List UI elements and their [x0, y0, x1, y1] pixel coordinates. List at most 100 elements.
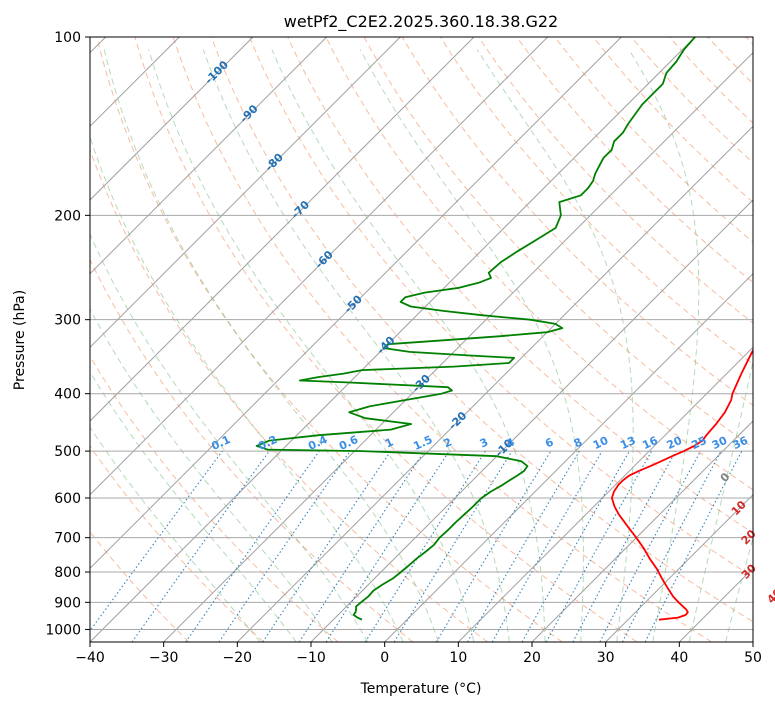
isotherm	[752, 641, 753, 642]
moist-adiabat-label: 20	[739, 527, 759, 547]
dry-adiabat	[745, 37, 753, 45]
x-tick-label: 30	[597, 650, 615, 666]
mixing-ratio-line	[435, 450, 552, 642]
x-tick-label: −10	[296, 650, 326, 666]
mixing-ratio-label: 6	[543, 435, 556, 450]
mixing-ratio-label: 0.6	[337, 433, 360, 453]
temperature-trace	[611, 348, 753, 621]
dry-adiabat	[90, 355, 339, 642]
isotherm	[90, 37, 401, 349]
moist-adiabat	[103, 49, 439, 642]
mixing-ratio-line	[218, 450, 351, 642]
x-tick-label: 20	[523, 650, 541, 666]
mixing-ratio-label: 36	[731, 434, 751, 452]
x-tick-label: 10	[449, 650, 467, 666]
chart-title: wetPf2_C2E2.2025.360.18.38.G22	[284, 12, 558, 32]
dry-adiabat	[669, 37, 753, 124]
mixing-ratio-line	[262, 450, 392, 642]
isotherm	[90, 37, 549, 496]
y-tick-label: 500	[54, 444, 81, 460]
isotherm	[310, 199, 753, 642]
mixing-ratio-line	[90, 450, 223, 632]
dry-adiabat	[90, 445, 264, 642]
isotherm	[384, 272, 753, 642]
dry-adiabat	[554, 37, 753, 243]
moist-adiabat	[476, 49, 634, 642]
y-tick-label: 100	[54, 30, 81, 46]
dry-adiabat	[401, 37, 753, 406]
x-tick-label: −30	[149, 650, 179, 666]
dry-adiabat	[90, 258, 414, 642]
dry-adiabat	[478, 37, 753, 324]
mixing-ratio-label: 25	[689, 434, 708, 452]
mixing-ratio-line	[572, 450, 677, 642]
moist-adiabat-label: 0	[718, 470, 733, 485]
y-axis-label: Pressure (hPa)	[12, 290, 28, 390]
dry-adiabat	[439, 37, 753, 365]
dry-adiabat	[96, 37, 563, 642]
moist-adiabat	[90, 370, 297, 642]
mixing-ratio-label: 13	[618, 434, 637, 452]
mixing-ratio-label: 10	[591, 434, 611, 452]
mixing-ratio-line	[599, 450, 701, 642]
mixing-ratio-line	[131, 450, 270, 642]
mixing-ratio-line	[491, 450, 603, 642]
y-tick-label: 200	[54, 208, 81, 224]
dry-adiabat	[90, 148, 488, 642]
isotherm	[90, 37, 254, 201]
mixing-ratio-label: 8	[572, 435, 584, 450]
line-labels: -100-90-80-70-60-50-40-30-20-100.1 0.2 0.4…	[202, 58, 775, 606]
dry-adiabat	[707, 37, 753, 85]
moist-adiabat	[628, 49, 700, 642]
y-tick-label: 400	[54, 387, 81, 403]
dry-adiabat	[287, 37, 753, 534]
mixing-ratio-line	[521, 450, 630, 642]
moist-adiabat	[688, 358, 753, 642]
isotherm	[457, 346, 753, 642]
background-lines	[90, 37, 753, 642]
mixing-ratio-label: 30	[710, 434, 730, 452]
x-tick-label: −40	[75, 650, 105, 666]
y-tick-label: 600	[54, 491, 81, 507]
mixing-ratio-line	[364, 450, 486, 642]
isotherm	[90, 37, 475, 422]
dry-adiabat	[172, 37, 712, 642]
x-tick-label: 0	[380, 650, 389, 666]
dry-adiabat	[363, 37, 753, 448]
data-lines	[255, 37, 753, 621]
y-tick-label: 300	[54, 313, 81, 329]
axis-ticks: −40 −30 −20 −10 0 10 20 30 40 5010020030040050060…	[45, 30, 762, 666]
dry-adiabat	[210, 37, 753, 623]
mixing-ratio-label: 1.5	[411, 433, 434, 453]
x-tick-label: 50	[744, 650, 762, 666]
dry-adiabat	[134, 37, 638, 642]
mixing-ratio-line	[545, 450, 653, 642]
isotherm	[236, 125, 753, 642]
y-tick-label: 900	[54, 595, 81, 611]
mixing-ratio-label: 0.1	[209, 433, 232, 453]
x-axis-label: Temperature (°C)	[360, 681, 482, 697]
dry-adiabat	[516, 37, 753, 284]
y-tick-label: 1000	[45, 622, 81, 638]
dry-adiabat	[90, 530, 190, 642]
mixing-ratio-line	[298, 450, 425, 642]
isotherm	[678, 567, 753, 642]
moist-adiabat	[90, 426, 261, 642]
mixing-ratio-line	[467, 450, 580, 642]
dewpoint-trace	[255, 37, 696, 621]
isotherm	[90, 37, 328, 275]
moist-adiabat	[90, 232, 369, 642]
isotherm	[90, 37, 622, 570]
moist-adiabat	[90, 308, 333, 642]
moist-adiabat	[90, 135, 404, 642]
plot-frame	[89, 36, 754, 643]
mixing-ratio-line	[393, 450, 513, 642]
dry-adiabat	[592, 37, 753, 203]
mixing-ratio-label: 16	[640, 434, 660, 452]
mixing-ratio-label: 3	[478, 435, 490, 450]
mixing-ratio-line	[325, 450, 450, 642]
moist-adiabat	[725, 536, 753, 642]
isotherm	[605, 493, 753, 642]
moist-adiabat	[271, 49, 546, 642]
y-tick-label: 800	[54, 565, 81, 581]
